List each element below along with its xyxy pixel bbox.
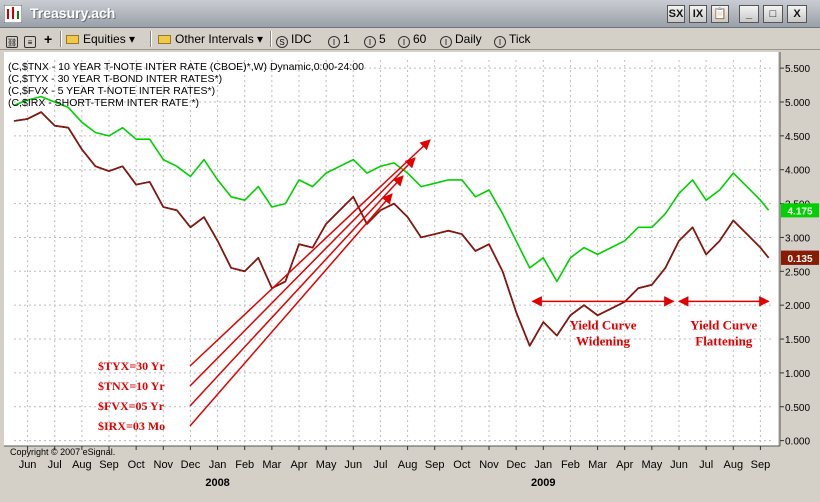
copyright-text: Copyright © 2007 eSignal. (10, 447, 115, 457)
window-title: Treasury.ach (30, 5, 116, 21)
sx-button[interactable]: SX (667, 5, 685, 23)
x-tick-label: Nov (479, 459, 499, 471)
minimize-button[interactable]: _ (739, 5, 759, 23)
annotation-text: Widening (576, 333, 630, 348)
properties-icon[interactable]: ≡ (24, 31, 39, 48)
x-tick-label: Sep (425, 459, 445, 471)
chart-app-icon (4, 5, 22, 23)
y-tick-label: 5.000 (785, 98, 810, 109)
series-label: $IRX=03 Mo (98, 419, 165, 433)
x-tick-label: May (316, 459, 337, 471)
x-tick-label: Aug (72, 459, 92, 471)
plot-area[interactable] (4, 52, 778, 502)
chart-toolbar: ⛓ ≡ + Equities ▾ Other Intervals ▾ S IDC … (0, 28, 820, 50)
legend-line: (C,$IRX - SHORT-TERM INTER RATE *) (8, 97, 199, 109)
equities-dropdown[interactable]: Equities ▾ (66, 31, 135, 47)
year-label: 2008 (205, 477, 229, 489)
y-tick-label: 5.500 (785, 64, 810, 75)
legend-line: (C,$TYX - 30 YEAR T-BOND INTER RATES*) (8, 73, 222, 85)
year-label: 2009 (531, 477, 555, 489)
x-tick-label: Aug (398, 459, 418, 471)
time-axis (0, 446, 780, 502)
label-arrow (189, 157, 416, 387)
y-tick-label: 3.000 (785, 233, 810, 244)
x-tick-label: May (641, 459, 662, 471)
interval-tick-button[interactable]: I Tick (494, 31, 531, 48)
interval-60-button[interactable]: I 60 (398, 31, 426, 48)
label-arrow (189, 175, 404, 407)
x-tick-label: Apr (616, 459, 633, 471)
annotation-text: Flattening (695, 333, 753, 348)
interval-icon: I (440, 36, 452, 48)
x-tick-label: Jul (48, 459, 62, 471)
interval-daily-button[interactable]: I Daily (440, 31, 482, 48)
interval-icon: I (398, 36, 410, 48)
series-line-tnx[interactable] (13, 95, 770, 283)
series-line-irx[interactable] (13, 111, 770, 347)
maximize-button[interactable]: □ (763, 5, 783, 23)
x-tick-label: Jun (19, 459, 37, 471)
x-tick-label: Feb (235, 459, 254, 471)
x-tick-label: Jan (209, 459, 227, 471)
x-tick-label: Aug (723, 459, 743, 471)
x-tick-label: Apr (290, 459, 307, 471)
interval-icon: I (494, 36, 506, 48)
series-label: $TYX=30 Yr (98, 359, 165, 373)
yield-chart[interactable]: (C,$TNX - 10 YEAR T-NOTE INTER RATE (CBO… (0, 50, 820, 502)
last-value-tag-irx: 0.135 (781, 250, 819, 265)
x-tick-label: Sep (99, 459, 119, 471)
annotation-text: Yield Curve (569, 317, 636, 332)
y-tick-label: 4.500 (785, 132, 810, 143)
x-tick-label: Nov (154, 459, 174, 471)
x-tick-label: Jun (344, 459, 362, 471)
x-tick-label: Sep (751, 459, 771, 471)
idc-button[interactable]: S IDC (276, 31, 312, 48)
close-button[interactable]: X (787, 5, 807, 23)
link-icon[interactable]: ⛓ (6, 36, 18, 48)
interval-icon: I (328, 36, 340, 48)
x-tick-label: Mar (262, 459, 281, 471)
folder-icon (66, 35, 79, 44)
ix-button[interactable]: IX (689, 5, 707, 23)
x-tick-label: Oct (453, 459, 470, 471)
x-tick-label: Dec (181, 459, 201, 471)
svg-text:0.135: 0.135 (787, 254, 812, 265)
clipboard-button[interactable]: 📋 (711, 5, 729, 23)
y-tick-label: 2.000 (785, 301, 810, 312)
series-label: $TNX=10 Yr (98, 379, 165, 393)
y-tick-label: 0.000 (785, 437, 810, 448)
y-tick-label: 1.000 (785, 369, 810, 380)
x-tick-label: Jul (699, 459, 713, 471)
price-axis (780, 50, 820, 502)
x-tick-label: Mar (588, 459, 607, 471)
legend-line: (C,$FVX - 5 YEAR T-NOTE INTER RATES*) (8, 85, 215, 97)
svg-text:4.175: 4.175 (787, 206, 812, 217)
y-tick-label: 2.500 (785, 267, 810, 278)
x-tick-label: Jun (670, 459, 688, 471)
interval-icon: S (276, 36, 288, 48)
interval-icon: I (364, 36, 376, 48)
add-icon[interactable]: + (44, 31, 53, 47)
y-tick-label: 4.000 (785, 166, 810, 177)
x-tick-label: Feb (561, 459, 580, 471)
label-arrow (189, 193, 393, 427)
y-tick-label: 0.500 (785, 403, 810, 414)
label-arrow (189, 139, 431, 367)
annotation-text: Yield Curve (690, 317, 757, 332)
series-label: $FVX=05 Yr (98, 399, 165, 413)
legend-line: (C,$TNX - 10 YEAR T-NOTE INTER RATE (CBO… (8, 61, 364, 73)
title-bar[interactable]: Treasury.ach SX IX 📋 _ □ X (0, 0, 820, 28)
y-tick-label: 1.500 (785, 335, 810, 346)
x-tick-label: Oct (128, 459, 145, 471)
last-value-tag-tnx: 4.175 (781, 203, 819, 218)
other-intervals-dropdown[interactable]: Other Intervals ▾ (158, 31, 263, 47)
x-tick-label: Dec (506, 459, 526, 471)
folder-icon (158, 35, 171, 44)
x-tick-label: Jul (373, 459, 387, 471)
x-tick-label: Jan (534, 459, 552, 471)
